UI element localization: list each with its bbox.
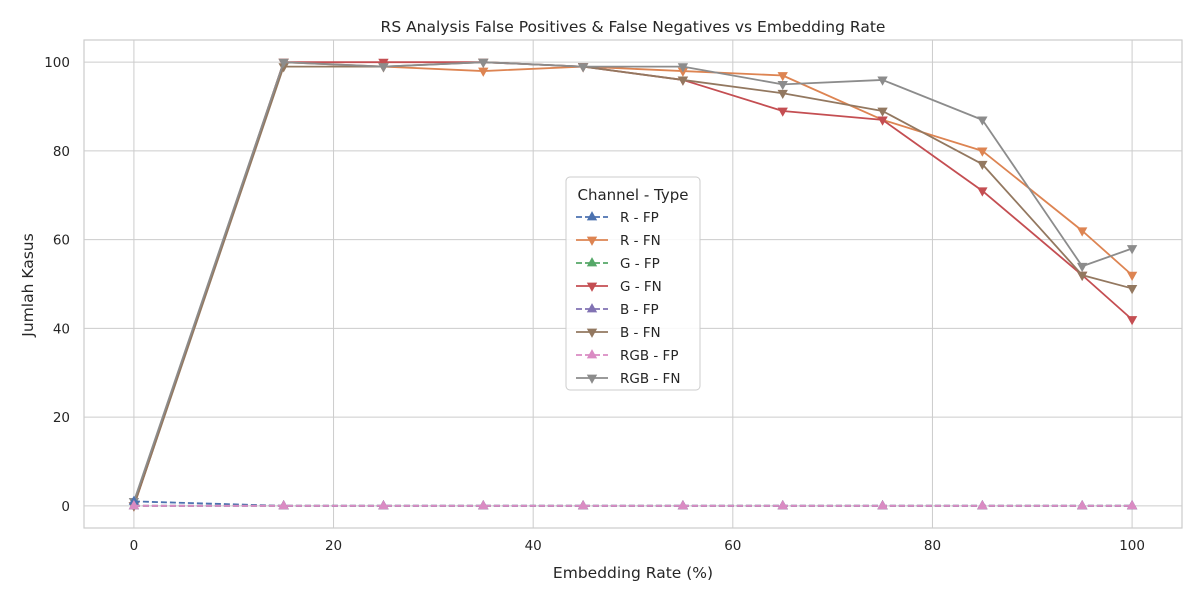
data-point xyxy=(478,67,489,77)
data-point xyxy=(877,500,888,510)
legend-marker xyxy=(586,236,598,246)
data-point xyxy=(777,72,788,82)
data-point xyxy=(677,500,689,510)
data-point xyxy=(977,160,988,171)
data-point xyxy=(1126,500,1138,510)
data-point xyxy=(378,58,389,68)
legend-label: G - FP xyxy=(620,256,660,272)
data-point xyxy=(977,147,988,157)
series-lines xyxy=(128,58,1138,512)
data-point xyxy=(278,500,289,510)
legend-item: R - FP xyxy=(576,210,659,226)
legend-item: RGB - FP xyxy=(576,348,678,364)
y-tick-label: 100 xyxy=(44,55,70,71)
y-tick-label: 0 xyxy=(61,499,70,515)
data-point xyxy=(977,187,988,197)
plot-frame xyxy=(83,39,1183,529)
data-point xyxy=(977,500,988,510)
data-point xyxy=(378,63,389,73)
data-point xyxy=(478,500,489,510)
chart-title: RS Analysis False Positives & False Nega… xyxy=(381,18,886,36)
legend-marker xyxy=(586,349,598,359)
data-point xyxy=(877,116,888,126)
legend-item: B - FP xyxy=(576,302,659,318)
data-point xyxy=(128,500,140,510)
legend-label: RGB - FP xyxy=(620,348,678,364)
legend-marker xyxy=(586,211,598,221)
x-tick-label: 80 xyxy=(924,538,941,554)
data-point xyxy=(777,80,788,91)
data-point xyxy=(1076,227,1088,237)
legend-item: RGB - FN xyxy=(576,371,680,387)
data-point xyxy=(877,76,888,86)
x-axis-label: Embedding Rate (%) xyxy=(553,564,713,582)
y-tick-label: 60 xyxy=(53,233,70,249)
data-point xyxy=(1076,262,1088,273)
data-point xyxy=(677,63,689,73)
legend: Channel - Type R - FP R - FN G - FP G - FN B … xyxy=(565,176,701,391)
legend-item: B - FN xyxy=(576,325,661,341)
y-axis-label: Jumlah Kasus xyxy=(19,233,37,337)
data-point xyxy=(1126,245,1138,255)
series-rgb-fp xyxy=(128,500,1138,510)
legend-marker xyxy=(586,257,598,267)
legend-marker xyxy=(586,328,598,338)
y-tick-label: 40 xyxy=(53,321,70,337)
x-tick-label: 20 xyxy=(325,538,342,554)
data-point xyxy=(777,500,788,510)
legend-marker xyxy=(586,282,598,292)
legend-label: R - FN xyxy=(620,233,661,249)
x-tick-label: 60 xyxy=(724,538,741,554)
data-point xyxy=(378,500,389,510)
data-point xyxy=(1076,500,1088,510)
axes-frame xyxy=(83,39,1183,529)
series-rgb-fn xyxy=(128,58,1138,508)
data-point xyxy=(877,107,888,117)
legend-box xyxy=(565,176,701,391)
legend-label: RGB - FN xyxy=(620,371,680,387)
tick-labels: 0 20 40 60 80 100 0 20 40 60 80 100 xyxy=(44,55,1145,554)
data-point xyxy=(977,116,988,126)
data-point xyxy=(1076,271,1088,281)
data-point xyxy=(1126,316,1138,326)
legend-label: R - FP xyxy=(620,210,659,226)
legend-marker xyxy=(586,303,598,313)
data-point xyxy=(1126,285,1138,295)
x-tick-label: 40 xyxy=(525,538,542,554)
data-point xyxy=(1126,271,1138,281)
legend-marker xyxy=(586,374,598,384)
x-tick-label: 100 xyxy=(1119,538,1145,554)
data-point xyxy=(777,89,788,100)
legend-title: Channel - Type xyxy=(578,186,689,204)
x-tick-label: 0 xyxy=(130,538,139,554)
data-point xyxy=(478,58,489,68)
legend-label: B - FP xyxy=(620,302,659,318)
legend-item: R - FN xyxy=(576,233,661,249)
data-point xyxy=(577,63,589,73)
data-point xyxy=(577,500,589,510)
data-point xyxy=(677,76,689,86)
y-tick-label: 20 xyxy=(53,410,70,426)
y-tick-label: 80 xyxy=(53,144,70,160)
legend-label: B - FN xyxy=(620,325,661,341)
legend-item: G - FP xyxy=(576,256,660,272)
legend-label: G - FN xyxy=(620,279,662,295)
data-point xyxy=(777,107,788,117)
legend-item: G - FN xyxy=(576,279,662,295)
data-point xyxy=(278,58,289,68)
